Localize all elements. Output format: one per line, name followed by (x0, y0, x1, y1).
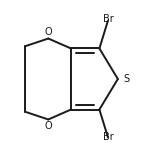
Text: S: S (124, 74, 130, 84)
Text: Br: Br (103, 132, 113, 142)
Text: O: O (44, 121, 52, 131)
Text: O: O (44, 27, 52, 37)
Text: Br: Br (103, 14, 113, 24)
